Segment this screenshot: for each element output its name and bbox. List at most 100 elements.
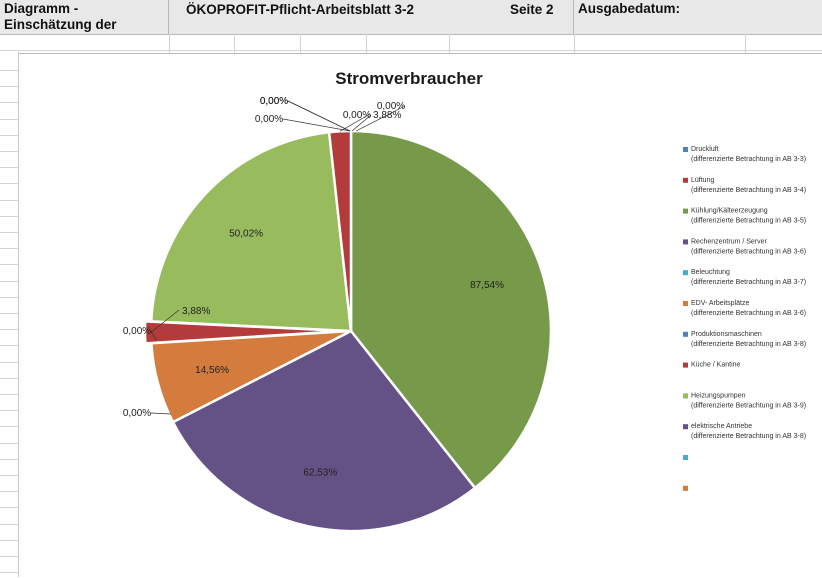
grid-line: [0, 281, 18, 282]
grid-line: [0, 507, 18, 508]
grid-line: [0, 540, 18, 541]
grid-line: [0, 248, 18, 249]
legend-item-name: Beleuchtung: [691, 269, 730, 276]
legend-item-note: (differenzierte Betrachtung in AB 3-9): [691, 402, 806, 409]
data-label: 3,88%: [373, 110, 401, 121]
grid-line: [0, 70, 18, 71]
data-label: 0,00%: [377, 101, 405, 112]
header-cell-diagramm[interactable]: Diagramm - Einschätzung der: [0, 0, 169, 34]
legend-swatch: [683, 147, 688, 152]
legend-item-name: Rechenzentrum / Server: [691, 238, 768, 245]
grid-line: [300, 34, 301, 53]
legend-item-name: EDV- Arbeitsplätze: [691, 300, 749, 307]
leader-line: [150, 412, 172, 415]
grid-line: [0, 475, 18, 476]
grid-line: [449, 34, 450, 53]
grid-line: [0, 459, 18, 460]
legend-item-note: (differenzierte Betrachtung in AB 3-7): [691, 279, 806, 286]
header-cell-arbeitsblatt[interactable]: ÖKOPROFIT-Pflicht-Arbeitsblatt 3-2 Seite…: [169, 0, 574, 34]
pie-slice: [149, 130, 353, 333]
chart-area[interactable]: Stromverbraucher 87,54% 62,53% 0,00% 14,56% 0…: [19, 53, 822, 577]
grid-line: [0, 524, 18, 525]
grid-line: [169, 34, 170, 53]
grid-line: [0, 313, 18, 314]
legend-item-name: Küche / Kantine: [691, 362, 741, 369]
grid-line: [0, 102, 18, 103]
grid-line: [0, 119, 18, 120]
grid-line: [0, 232, 18, 233]
grid-row: [0, 35, 822, 51]
legend-item-name: elektrische Antriebe: [691, 423, 752, 430]
grid-line: [366, 34, 367, 53]
grid-line: [745, 34, 746, 53]
grid-line: [0, 426, 18, 427]
leader-line: [339, 113, 371, 132]
data-label: 87,54%: [470, 280, 504, 291]
data-label: 0,00%: [260, 96, 288, 107]
legend-item-note: (differenzierte Betrachtung in AB 3-6): [691, 248, 806, 255]
sheet-column-border: [18, 52, 19, 577]
grid-line: [574, 34, 575, 53]
legend-item-note: (differenzierte Betrachtung in AB 3-3): [691, 156, 806, 163]
data-label: 0,00%: [260, 96, 288, 107]
header-cell-ausgabedatum[interactable]: Ausgabedatum:: [578, 1, 681, 16]
grid-line: [0, 378, 18, 379]
grid-line: [0, 362, 18, 363]
leader-line: [355, 105, 406, 132]
header-page: Seite 2: [510, 2, 554, 17]
grid-line: [0, 394, 18, 395]
grid-line: [234, 34, 235, 53]
grid-line: [0, 410, 18, 411]
legend-swatch: [683, 270, 688, 276]
grid-line: [0, 183, 18, 184]
legend-item-note: (differenzierte Betrachtung in AB 3-6): [691, 310, 806, 317]
data-label: 62,53%: [303, 468, 337, 479]
grid-line: [0, 572, 18, 573]
header-title: ÖKOPROFIT-Pflicht-Arbeitsblatt 3-2: [186, 2, 415, 17]
grid-line: [0, 135, 18, 136]
pie-chart: Stromverbraucher 87,54% 62,53% 0,00% 14,56% 0…: [123, 69, 806, 533]
grid-line: [0, 329, 18, 330]
pie-slice: [143, 320, 346, 345]
grid-line: [0, 556, 18, 557]
legend-swatch: [683, 208, 688, 214]
grid-line: [0, 297, 18, 298]
legend-item-name: Heizungspumpen: [691, 392, 746, 399]
leader-line: [282, 118, 351, 132]
legend-swatch: [683, 331, 688, 337]
legend-item-note: (differenzierte Betrachtung in AB 3-4): [691, 187, 806, 194]
leader-line: [287, 100, 351, 132]
legend-swatch: [683, 362, 688, 368]
legend-item-note: (differenzierte Betrachtung in AB 3-5): [691, 218, 806, 225]
legend-swatch: [683, 485, 688, 491]
data-label: 0,00%: [123, 408, 151, 419]
legend-swatch: [683, 239, 688, 245]
grid-line: [0, 443, 18, 444]
grid-line: [0, 151, 18, 152]
data-label: 50,02%: [229, 228, 263, 239]
data-label: 0,00%: [123, 326, 151, 337]
pie-slice: [349, 129, 553, 490]
pie-slice: [171, 329, 477, 533]
grid-line: [0, 345, 18, 346]
leader-line: [351, 114, 372, 132]
legend-item-note: (differenzierte Betrachtung in AB 3-8): [691, 433, 806, 440]
legend-swatch: [683, 424, 688, 430]
legend-swatch: [683, 177, 688, 183]
sheet-header-row: Diagramm - Einschätzung der ÖKOPROFIT-Pf…: [0, 0, 822, 35]
data-label: 0,00%: [343, 110, 371, 121]
grid-line: [0, 167, 18, 168]
data-label: 3,88%: [182, 306, 210, 317]
leader-line: [150, 330, 157, 341]
data-label: 14,56%: [195, 365, 229, 376]
legend-item-name: Kühlung/Kälteerzeugung: [691, 208, 768, 215]
legend-item-name: Produktionsmaschinen: [691, 331, 762, 338]
legend-item-note: (differenzierte Betrachtung in AB 3-8): [691, 341, 806, 348]
grid-line: [0, 86, 18, 87]
grid-line: [0, 200, 18, 201]
chart-title: Stromverbraucher: [335, 69, 483, 88]
grid-line: [0, 216, 18, 217]
leader-line: [150, 309, 180, 333]
grid-line: [0, 264, 18, 265]
data-label: 0,00%: [255, 114, 283, 125]
